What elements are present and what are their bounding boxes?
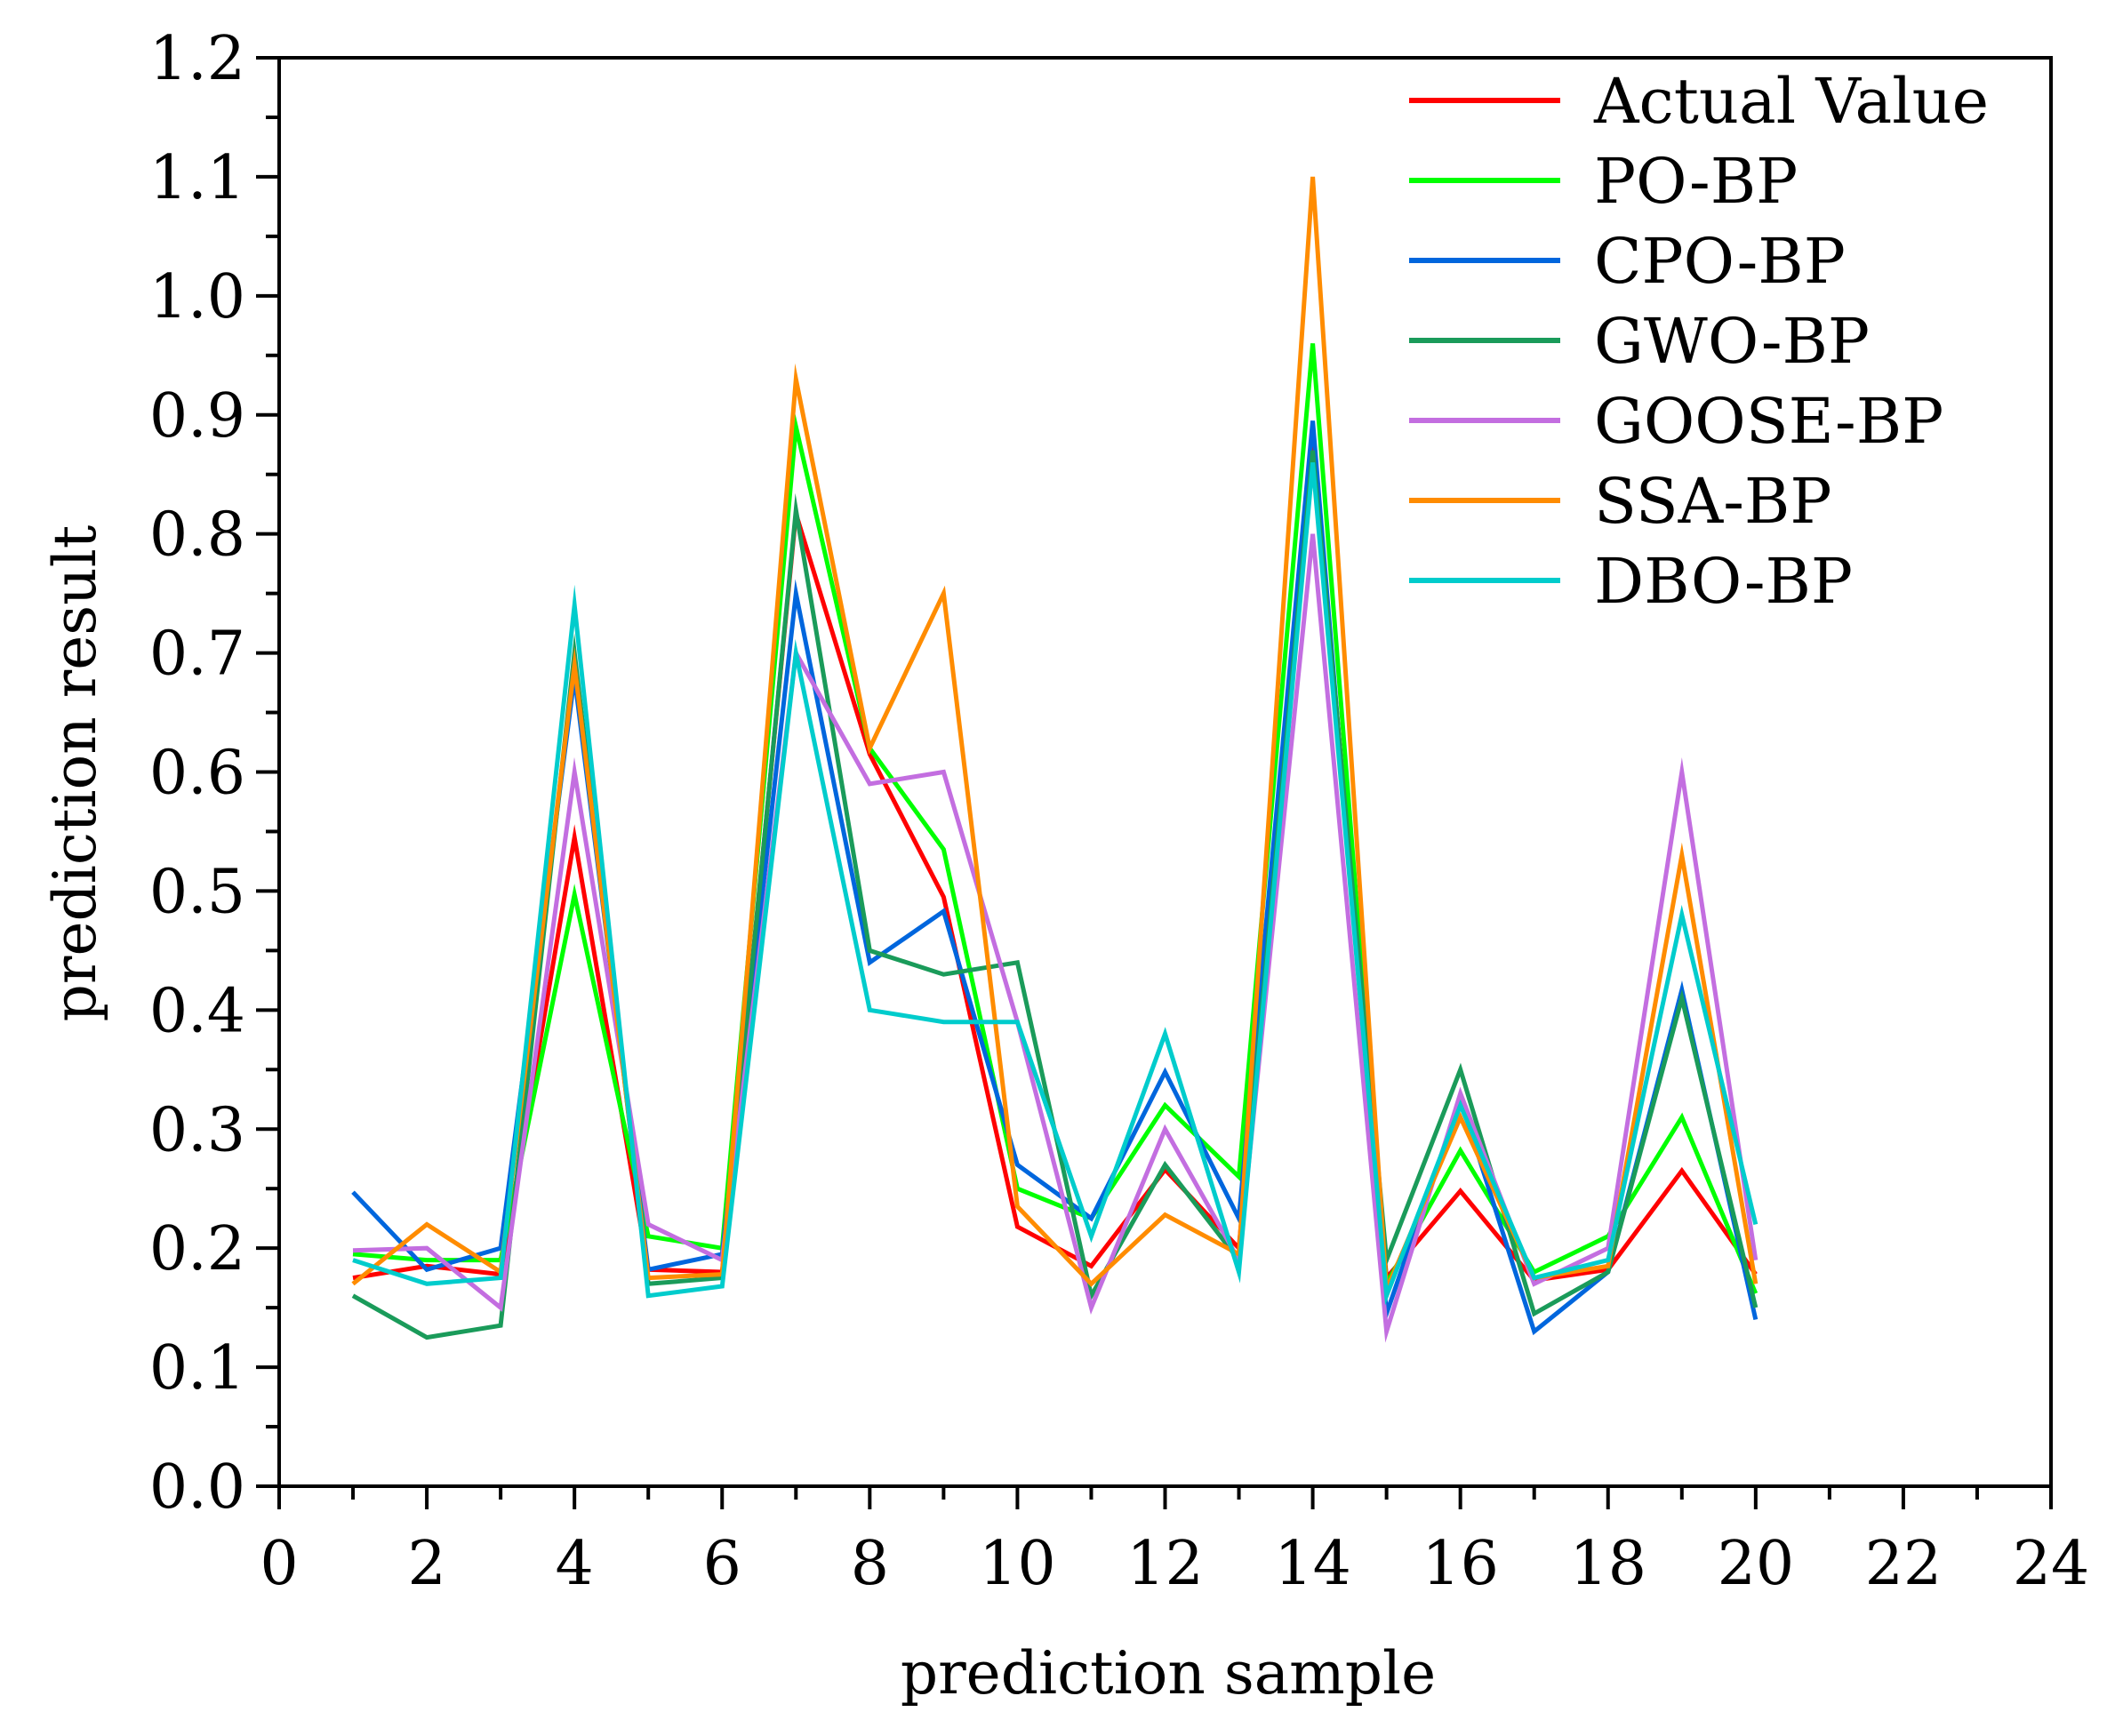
x-tick-label: 20: [1718, 1529, 1795, 1599]
x-tick-label: 6: [703, 1529, 741, 1599]
x-tick-label: 12: [1126, 1529, 1204, 1599]
y-tick-label: 0.5: [149, 857, 245, 927]
y-tick-label: 0.1: [149, 1333, 245, 1404]
series-line-goose-bp: [352, 533, 1758, 1343]
legend-label-po-bp: PO-BP: [1594, 145, 1798, 218]
y-tick-label: 1.0: [149, 262, 245, 332]
x-tick-label: 2: [407, 1529, 445, 1599]
legend-label-goose-bp: GOOSE-BP: [1594, 385, 1943, 458]
x-tick-label: 4: [556, 1529, 594, 1599]
x-tick-label: 8: [851, 1529, 889, 1599]
legend-label-ssa-bp: SSA-BP: [1594, 465, 1831, 538]
x-tick-label: 14: [1274, 1529, 1351, 1599]
series-line-po-bp: [352, 343, 1758, 1295]
y-tick-label: 0.4: [149, 976, 245, 1046]
y-tick-label: 0.6: [149, 739, 245, 809]
y-tick-label: 0.8: [149, 500, 245, 571]
y-tick-label: 0.3: [149, 1095, 245, 1165]
y-tick-label: 0.2: [149, 1214, 245, 1284]
y-tick-label: 0.0: [149, 1452, 245, 1523]
legend-label-actual-value: Actual Value: [1593, 65, 1989, 138]
x-axis-title: prediction sample: [901, 1639, 1436, 1708]
x-tick-label: 16: [1422, 1529, 1499, 1599]
x-axis-ticks: 0 2 4 6 8 10 12 14 16 18 20 22 24: [260, 1486, 2089, 1599]
series-line-dbo-bp: [352, 462, 1758, 1306]
legend-label-cpo-bp: CPO-BP: [1594, 225, 1846, 298]
y-axis-ticks: 0.0 0.1 0.2 0.3 0.4 0.5 0.6 0.7 0.8 0.9 1.0 1.1 1.2: [149, 24, 279, 1523]
legend-label-dbo-bp: DBO-BP: [1594, 545, 1853, 618]
x-tick-label: 10: [979, 1529, 1056, 1599]
y-tick-label: 1.2: [149, 24, 245, 94]
x-tick-label: 0: [260, 1529, 298, 1599]
x-tick-label: 24: [2013, 1529, 2090, 1599]
y-tick-label: 0.9: [149, 381, 245, 452]
legend: Actual ValuePO-BPCPO-BPGWO-BPGOOSE-BPSSA…: [1409, 65, 1989, 618]
x-tick-label: 18: [1569, 1529, 1646, 1599]
series-lines: [351, 176, 1758, 1343]
legend-label-gwo-bp: GWO-BP: [1594, 305, 1870, 378]
y-tick-label: 0.7: [149, 620, 245, 690]
y-axis-title: prediction result: [41, 525, 109, 1022]
series-line-cpo-bp: [351, 420, 1758, 1336]
y-tick-label: 1.1: [149, 143, 245, 213]
x-tick-label: 22: [1865, 1529, 1943, 1599]
